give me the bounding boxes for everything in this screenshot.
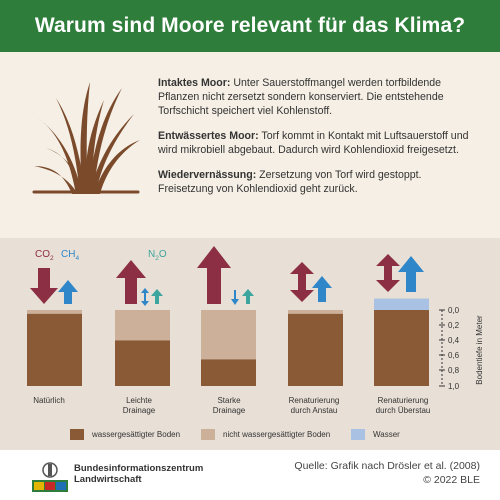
footer (0, 450, 500, 500)
co2-arrow-down (30, 268, 58, 304)
legend-swatch-saturated (70, 429, 84, 440)
scenario-label: Natürlich (33, 396, 65, 405)
explanation-text: Intaktes Moor: Unter Sauerstoffmangel we… (158, 76, 478, 207)
source-credit: Quelle: Grafik nach Drösler et al. (2008… (294, 460, 480, 486)
ch4-arrow-up (58, 280, 78, 304)
co2-label: CO2 (35, 249, 54, 262)
organization-name: Bundesinformationszentrum Landwirtschaft (74, 463, 204, 485)
water-layer (374, 298, 429, 310)
scenario-label: Leichte (126, 396, 152, 405)
saturated-soil-layer (374, 310, 429, 386)
co2-arrow-up (197, 246, 231, 304)
legend-label: Wasser (373, 430, 400, 439)
saturated-soil-layer (115, 340, 170, 386)
legend-swatch-water (351, 429, 365, 440)
tick-label: 1,0 (448, 382, 460, 391)
saturated-soil-layer (27, 313, 82, 386)
legend-label: nicht wassergesättigter Boden (223, 430, 330, 439)
ble-logo (32, 462, 68, 492)
co2-double-arrow (290, 262, 314, 302)
paragraph-intact-moor: Intaktes Moor: Unter Sauerstoffmangel we… (158, 77, 444, 117)
unsaturated-soil-layer (201, 310, 256, 360)
scenario-label: Drainage (123, 406, 156, 415)
ch4-label: CH4 (61, 249, 79, 262)
scenario-label: durch Überstau (376, 406, 431, 415)
scenario-label: Drainage (213, 406, 246, 415)
title-text: Warum sind Moore relevant für das Klima? (34, 14, 466, 37)
co2-double-arrow (376, 254, 400, 292)
scenario-label: Starke (217, 396, 241, 405)
n2o-label: N2O (148, 249, 167, 262)
scenario-label: durch Anstau (291, 406, 338, 415)
ch4-arrow-up (398, 256, 424, 292)
ch4-arrow-up (312, 276, 332, 302)
tick-label: 0,2 (448, 321, 460, 330)
moor-grass-illustration (32, 82, 140, 194)
n2o-arrow-up (242, 289, 254, 304)
legend-swatch-unsaturated (201, 429, 215, 440)
depth-axis: 0,0 0,2 0,4 0,6 0,8 1,0 Bodentiefe in Me… (439, 306, 484, 391)
tick-label: 0,6 (448, 351, 460, 360)
saturated-soil-layer (288, 313, 343, 386)
page-title: Warum sind Moore relevant für das Klima? (0, 0, 500, 52)
paragraph-rewetting: Wiedervernässung: Zersetzung von Torf wi… (158, 169, 422, 195)
saturated-soil-layer (201, 359, 256, 386)
legend-label: wassergesättigter Boden (91, 430, 180, 439)
paragraph-drained-moor: Entwässertes Moor: Torf kommt in Kontakt… (158, 130, 469, 156)
unsaturated-soil-layer (115, 310, 170, 341)
n2o-arrow-up (151, 289, 163, 304)
unsaturated-soil-layer (288, 310, 343, 314)
co2-arrow-up (116, 260, 146, 304)
scenario-label: Renaturierung (378, 396, 429, 405)
legend: wassergesättigter Boden nicht wassergesä… (70, 429, 400, 440)
scenario-label: Renaturierung (289, 396, 340, 405)
tick-label: 0,0 (448, 306, 460, 315)
soil-columns (27, 298, 429, 386)
unsaturated-soil-layer (27, 310, 82, 314)
tick-label: 0,4 (448, 336, 460, 345)
axis-label: Bodentiefe in Meter (475, 315, 484, 385)
tick-label: 0,8 (448, 366, 460, 375)
